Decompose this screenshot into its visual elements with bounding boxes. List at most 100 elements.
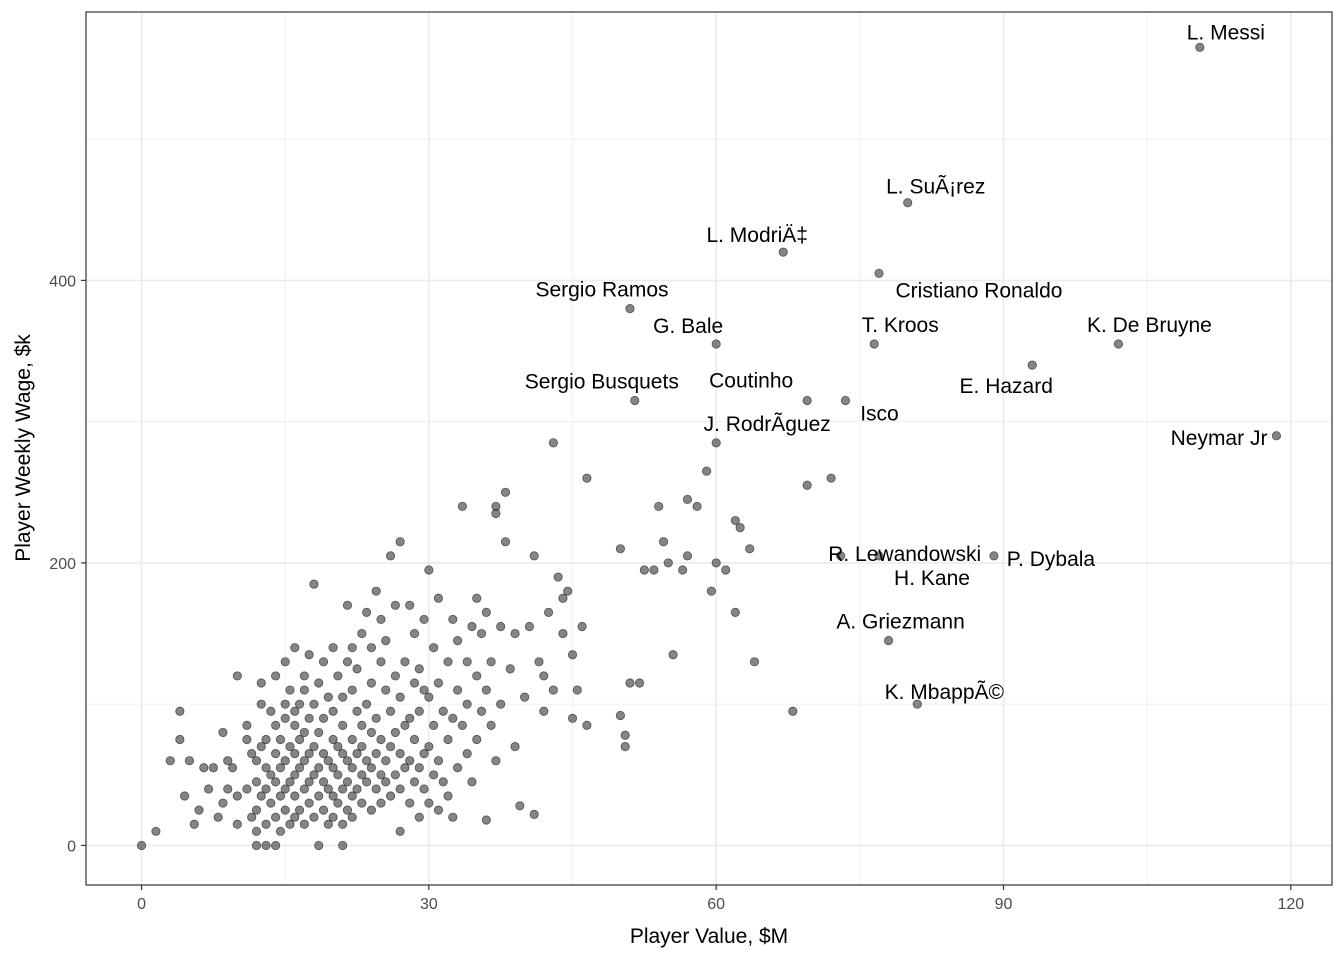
data-point bbox=[271, 720, 281, 730]
data-point bbox=[826, 473, 836, 483]
data-point bbox=[304, 713, 314, 723]
labeled-data-point bbox=[903, 198, 913, 208]
data-point bbox=[261, 734, 271, 745]
data-point bbox=[290, 643, 300, 653]
data-point bbox=[318, 777, 329, 787]
data-point bbox=[476, 628, 487, 639]
data-point bbox=[749, 657, 760, 667]
data-point bbox=[290, 706, 300, 716]
data-point bbox=[280, 805, 290, 815]
data-point bbox=[419, 749, 429, 759]
data-point bbox=[371, 713, 381, 723]
data-point bbox=[232, 671, 242, 681]
labeled-data-point bbox=[802, 395, 812, 406]
x-tick-label: 30 bbox=[420, 896, 438, 913]
data-point bbox=[553, 572, 563, 582]
data-point bbox=[405, 756, 415, 766]
data-point bbox=[285, 685, 295, 695]
data-point bbox=[309, 770, 319, 780]
labeled-data-point bbox=[625, 304, 635, 314]
data-point bbox=[309, 699, 319, 709]
labeled-data-point bbox=[711, 438, 721, 448]
data-point bbox=[347, 734, 357, 745]
player-label: Cristiano Ronaldo bbox=[896, 279, 1063, 302]
player-label: P. Dybala bbox=[1007, 548, 1096, 571]
data-point bbox=[615, 544, 626, 554]
labeled-data-point bbox=[869, 339, 879, 349]
data-point bbox=[405, 713, 415, 723]
data-point bbox=[500, 537, 511, 547]
plot-background bbox=[86, 12, 1332, 885]
data-point bbox=[706, 586, 716, 596]
data-point bbox=[314, 791, 324, 801]
data-point bbox=[266, 706, 276, 716]
data-point bbox=[328, 791, 338, 801]
data-point bbox=[524, 621, 535, 632]
data-point bbox=[199, 763, 209, 773]
data-point bbox=[385, 551, 396, 561]
labeled-data-point bbox=[1271, 431, 1282, 441]
data-point bbox=[711, 558, 721, 568]
data-point bbox=[338, 692, 348, 702]
data-point bbox=[448, 614, 458, 625]
data-point bbox=[261, 840, 271, 851]
labeled-data-point bbox=[630, 395, 640, 406]
data-point bbox=[318, 657, 329, 667]
data-point bbox=[639, 565, 649, 575]
data-point bbox=[232, 819, 242, 829]
data-point bbox=[500, 487, 511, 497]
data-point bbox=[357, 798, 367, 808]
data-point bbox=[338, 720, 348, 730]
player-label: L. SuÃ¡rez bbox=[886, 175, 985, 199]
data-point bbox=[496, 621, 506, 632]
data-point bbox=[280, 784, 290, 794]
data-point bbox=[256, 791, 266, 801]
data-point bbox=[247, 749, 257, 759]
data-point bbox=[409, 777, 420, 787]
data-point bbox=[323, 692, 333, 702]
labeled-data-point bbox=[874, 551, 884, 561]
x-axis-title: Player Value, $M bbox=[630, 925, 788, 948]
data-point bbox=[251, 777, 262, 787]
data-point bbox=[385, 741, 396, 752]
player-label: R. Lewandowski bbox=[828, 543, 981, 566]
data-point bbox=[333, 671, 343, 681]
data-point bbox=[443, 734, 453, 745]
data-point bbox=[395, 826, 405, 836]
player-label: Isco bbox=[860, 402, 899, 425]
data-point bbox=[275, 734, 286, 745]
data-point bbox=[486, 657, 496, 667]
data-point bbox=[285, 741, 295, 752]
data-point bbox=[304, 798, 314, 808]
data-point bbox=[625, 678, 635, 688]
player-label: G. Bale bbox=[653, 315, 723, 338]
data-point bbox=[357, 741, 367, 752]
data-point bbox=[299, 727, 309, 738]
data-point bbox=[294, 805, 305, 815]
data-point bbox=[314, 763, 324, 773]
data-point bbox=[294, 734, 305, 745]
data-point bbox=[290, 749, 300, 759]
data-point bbox=[443, 657, 453, 667]
data-point bbox=[194, 805, 204, 815]
data-point bbox=[357, 628, 367, 639]
data-point bbox=[730, 515, 740, 526]
data-point bbox=[467, 621, 477, 632]
data-point bbox=[223, 756, 233, 766]
labeled-data-point bbox=[1113, 339, 1124, 349]
data-point bbox=[376, 770, 386, 780]
player-label: Sergio Busquets bbox=[525, 370, 679, 393]
data-point bbox=[429, 770, 439, 780]
data-point bbox=[189, 819, 199, 829]
data-point bbox=[299, 685, 309, 695]
data-point bbox=[424, 798, 434, 808]
data-point bbox=[347, 643, 357, 653]
labeled-data-point bbox=[711, 339, 721, 349]
data-point bbox=[175, 734, 185, 745]
data-point bbox=[256, 678, 266, 688]
data-point bbox=[323, 784, 333, 794]
player-label: K. MbappÃ© bbox=[885, 680, 1005, 704]
data-point bbox=[400, 763, 410, 773]
data-point bbox=[390, 770, 400, 780]
data-point bbox=[414, 763, 424, 773]
